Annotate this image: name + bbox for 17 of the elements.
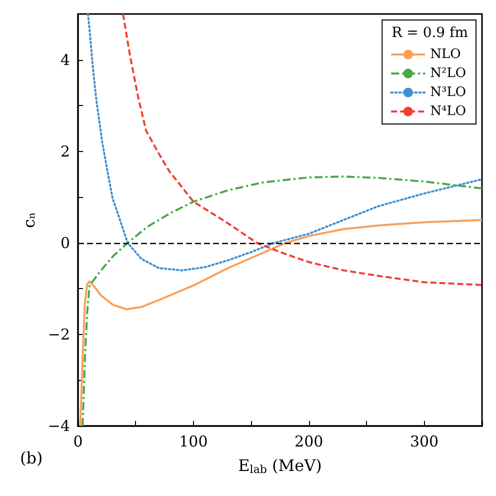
- x-tick-label: 100: [179, 432, 208, 450]
- legend-label: N⁴LO: [430, 104, 466, 119]
- x-tick-label: 300: [410, 432, 439, 450]
- legend-title: R = 0.9 fm: [392, 25, 468, 41]
- y-tick-label: −4: [48, 417, 70, 435]
- y-axis-title: cₙ: [19, 212, 38, 228]
- y-tick-label: −2: [48, 325, 70, 344]
- y-tick-label: 2: [60, 142, 70, 160]
- legend-label: N³LO: [430, 85, 466, 100]
- x-tick-label: 0: [73, 432, 83, 450]
- y-tick-label: 4: [60, 50, 70, 69]
- text: (b): [20, 448, 43, 468]
- y-tick-label: 0: [60, 234, 70, 252]
- legend-label: N²LO: [430, 66, 466, 81]
- line-series: [82, 176, 483, 427]
- legend-label: NLO: [430, 47, 461, 62]
- x-tick-label: 200: [294, 432, 324, 450]
